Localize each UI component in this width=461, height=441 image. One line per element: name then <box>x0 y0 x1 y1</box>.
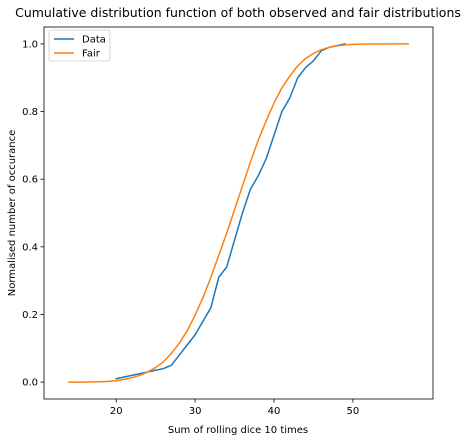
series-line-data <box>116 44 345 379</box>
legend-label-data: Data <box>82 35 106 46</box>
y-axis: 0.0 0.2 0.4 0.6 0.8 1.0 <box>22 39 44 388</box>
y-tick-label: 0.6 <box>22 175 38 186</box>
chart-title: Cumulative distribution function of both… <box>15 5 461 20</box>
x-tick-label: 50 <box>347 406 360 417</box>
y-axis-label: Normalised number of occurance <box>7 130 18 297</box>
y-tick-label: 0.0 <box>22 378 38 389</box>
x-axis-label: Sum of rolling dice 10 times <box>168 425 308 436</box>
y-tick-label: 0.8 <box>22 107 38 118</box>
legend: Data Fair <box>49 30 110 61</box>
plot-area <box>44 27 433 399</box>
plot-frame <box>44 27 433 399</box>
series-line-fair <box>69 44 408 382</box>
y-tick-label: 1.0 <box>22 39 38 50</box>
x-axis: 20 30 40 50 <box>110 399 359 417</box>
legend-label-fair: Fair <box>82 49 101 60</box>
x-tick-label: 30 <box>189 406 202 417</box>
y-tick-label: 0.2 <box>22 310 38 321</box>
x-tick-label: 20 <box>110 406 123 417</box>
x-tick-label: 40 <box>268 406 281 417</box>
y-tick-label: 0.4 <box>22 242 38 253</box>
series-layer <box>69 44 408 382</box>
